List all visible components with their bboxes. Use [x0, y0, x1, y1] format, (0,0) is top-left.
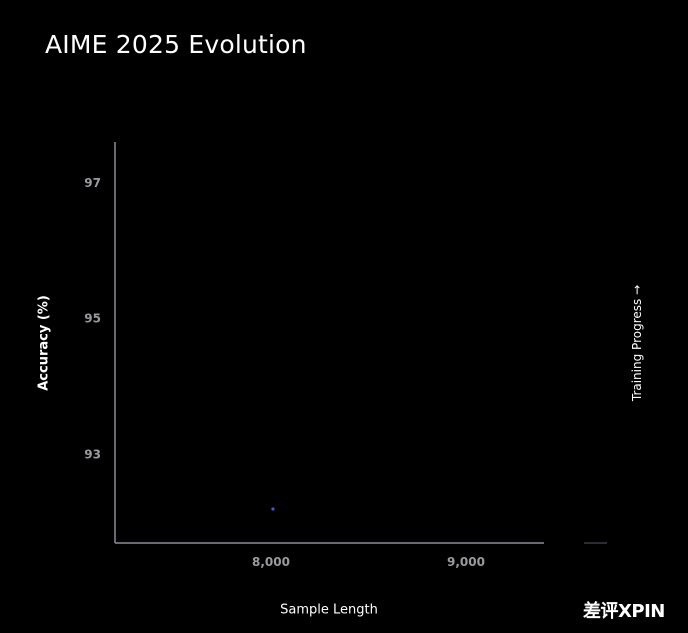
y-tick-label: 93	[84, 448, 101, 462]
chart-title: AIME 2025 Evolution	[45, 30, 307, 59]
watermark-logo: 差评XPIN	[583, 601, 665, 622]
x-tick-label: 9,000	[447, 555, 485, 569]
y-tick-label: 97	[84, 176, 101, 190]
y-tick-label: 95	[84, 312, 101, 326]
data-points	[271, 507, 275, 511]
data-point	[271, 507, 275, 511]
x-tick-label: 8,000	[252, 555, 290, 569]
y-tick-group: 93 95 97	[84, 176, 101, 462]
x-tick-group: 8,000 9,000	[252, 555, 485, 569]
x-axis-label: Sample Length	[280, 602, 378, 618]
